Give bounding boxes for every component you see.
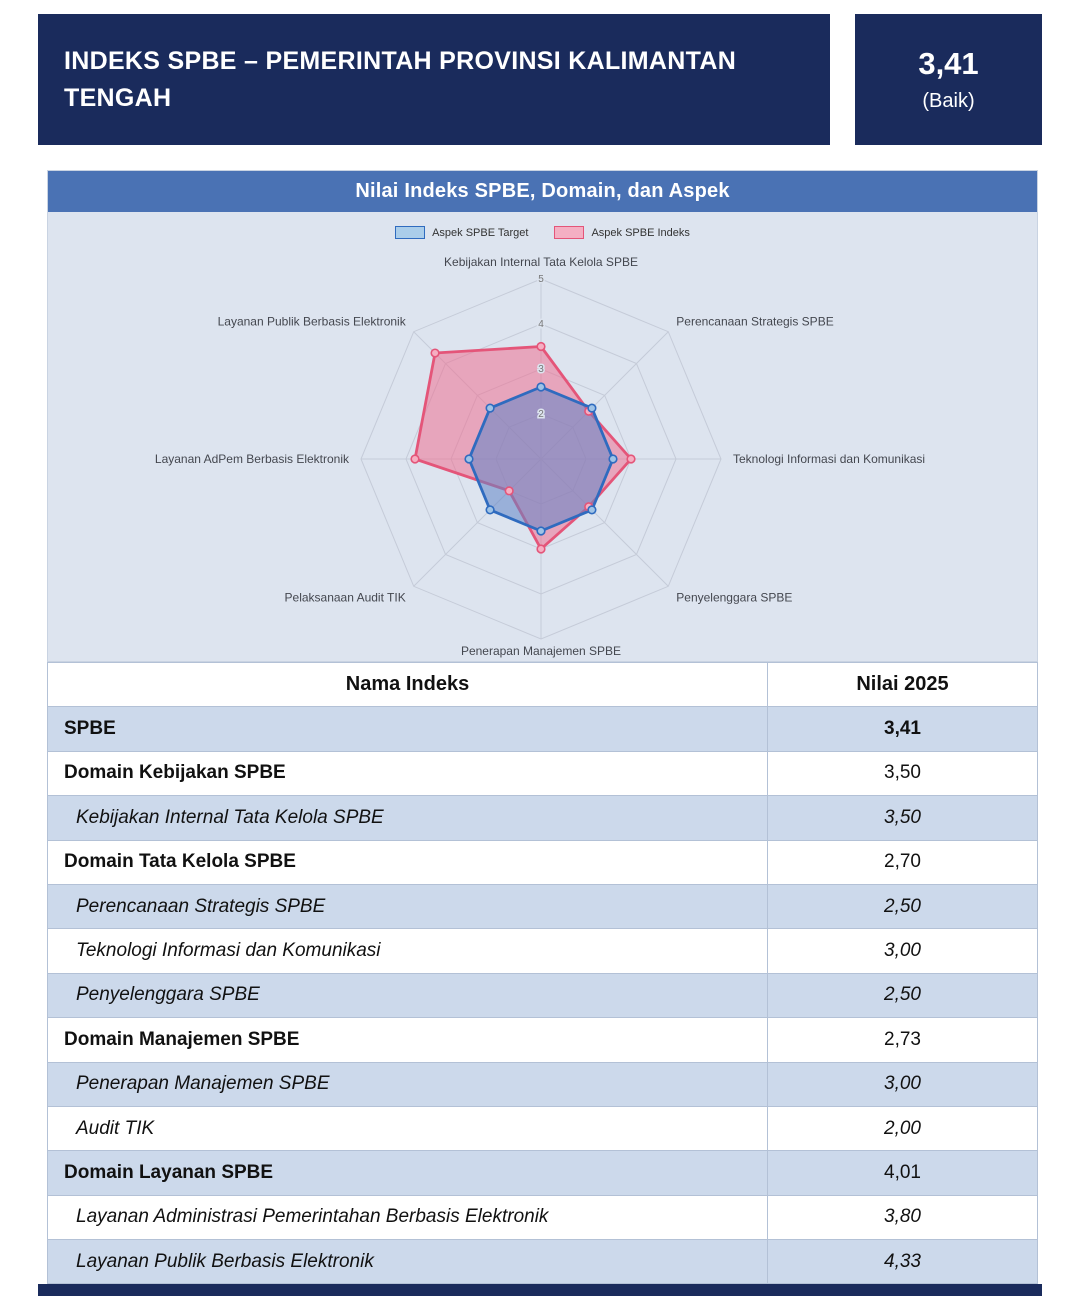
data-point [464,454,474,464]
row-value: 3,50 [767,795,1038,841]
table-row: Perencanaan Strategis SPBE 2,50 [47,883,1038,930]
row-name: Penerapan Manajemen SPBE [47,1061,768,1107]
index-table: Nama Indeks Nilai 2025 SPBE 3,41 Domain … [47,661,1038,1285]
row-value: 3,50 [767,750,1038,797]
axis-label: Penerapan Manajemen SPBE [461,644,621,658]
table-row: Penerapan Manajemen SPBE 3,00 [47,1061,1038,1107]
page-title: INDEKS SPBE – PEMERINTAH PROVINSI KALIMA… [64,47,737,112]
row-value: 4,33 [767,1239,1038,1285]
row-value: 3,00 [767,1061,1038,1107]
row-name: Layanan Administrasi Pemerintahan Berbas… [47,1194,768,1241]
row-value: 2,70 [767,839,1038,885]
data-point [504,486,514,496]
table-row: Layanan Publik Berbasis Elektronik 4,33 [47,1239,1038,1285]
footer-bar [38,1284,1042,1296]
row-name: Domain Kebijakan SPBE [47,750,768,797]
row-name: Kebijakan Internal Tata Kelola SPBE [47,795,768,841]
table-row: Domain Layanan SPBE 4,01 [47,1150,1038,1196]
table-row: Teknologi Informasi dan Komunikasi 3,00 [47,928,1038,974]
row-name: Domain Layanan SPBE [47,1150,768,1196]
row-value: 2,50 [767,883,1038,930]
data-point [587,403,597,413]
report-title-banner: INDEKS SPBE – PEMERINTAH PROVINSI KALIMA… [38,14,830,145]
table-row: Penyelenggara SPBE 2,50 [47,972,1038,1019]
table-row: Domain Tata Kelola SPBE 2,70 [47,839,1038,885]
chart-body: Aspek SPBE Target Aspek SPBE Indeks 2 3 4 5… [48,212,1037,661]
table-row: Kebijakan Internal Tata Kelola SPBE 3,50 [47,795,1038,841]
radar-chart: 2 3 4 5 Kebijakan Internal Tata Kelola SPBE P… [155,255,925,658]
row-name: SPBE [47,706,768,752]
score-box: 3,41 (Baik) [855,14,1042,145]
table-row: Layanan Administrasi Pemerintahan Berbas… [47,1194,1038,1241]
legend-label-indeks: Aspek SPBE Indeks [591,226,690,239]
row-name: Audit TIK [47,1105,768,1152]
axis-label: Layanan Publik Berbasis Elektronik [218,315,407,329]
tick-label: 3 [538,364,544,375]
tick-label: 5 [538,274,544,285]
row-value: 4,01 [767,1150,1038,1196]
chart-panel-title: Nilai Indeks SPBE, Domain, dan Aspek [48,171,1037,212]
axis-label: Layanan AdPem Berbasis Elektronik [155,452,350,466]
row-name: Penyelenggara SPBE [47,972,768,1019]
data-point [536,382,546,392]
row-name: Perencanaan Strategis SPBE [47,883,768,930]
data-point [430,348,440,358]
data-point [536,544,546,554]
data-point [608,454,618,464]
row-value: 3,00 [767,928,1038,974]
row-value: 3,41 [767,706,1038,752]
row-name: Domain Tata Kelola SPBE [47,839,768,885]
data-point [587,505,597,515]
row-name: Layanan Publik Berbasis Elektronik [47,1239,768,1285]
row-value: 2,73 [767,1017,1038,1063]
spbe-score: 3,41 [918,46,979,81]
data-point [536,526,546,536]
row-value: 3,80 [767,1194,1038,1241]
axis-label: Perencanaan Strategis SPBE [676,315,833,329]
data-point [485,403,495,413]
legend-item-indeks[interactable]: Aspek SPBE Indeks [554,226,690,239]
indeks-series-swatch [554,226,585,239]
row-name: Teknologi Informasi dan Komunikasi [47,928,768,974]
column-header-name: Nama Indeks [47,661,768,708]
target-series-swatch [395,226,426,239]
data-point [536,341,546,352]
table-row: Domain Kebijakan SPBE 3,50 [47,750,1038,797]
index-table-body: SPBE 3,41 Domain Kebijakan SPBE 3,50 Keb… [47,706,1038,1285]
chart-legend: Aspek SPBE Target Aspek SPBE Indeks [48,226,1037,239]
spbe-score-category: (Baik) [922,90,975,112]
row-value: 2,00 [767,1105,1038,1152]
legend-label-target: Aspek SPBE Target [432,226,529,239]
data-point [626,454,636,464]
row-value: 2,50 [767,972,1038,1019]
axis-label: Pelaksanaan Audit TIK [285,590,406,604]
data-point [410,454,420,464]
axis-label: Teknologi Informasi dan Komunikasi [733,452,925,466]
chart-panel: Nilai Indeks SPBE, Domain, dan Aspek Asp… [47,170,1038,662]
table-header-row: Nama Indeks Nilai 2025 [47,661,1038,708]
table-row: SPBE 3,41 [47,706,1038,752]
data-point [485,505,495,515]
tick-label: 2 [538,409,544,420]
axis-label: Kebijakan Internal Tata Kelola SPBE [444,255,638,269]
row-name: Domain Manajemen SPBE [47,1017,768,1063]
tick-label: 4 [538,319,544,330]
table-row: Domain Manajemen SPBE 2,73 [47,1017,1038,1063]
axis-label: Penyelenggara SPBE [676,590,792,604]
column-header-value: Nilai 2025 [767,661,1038,708]
legend-item-target[interactable]: Aspek SPBE Target [395,226,528,239]
table-row: Audit TIK 2,00 [47,1105,1038,1152]
